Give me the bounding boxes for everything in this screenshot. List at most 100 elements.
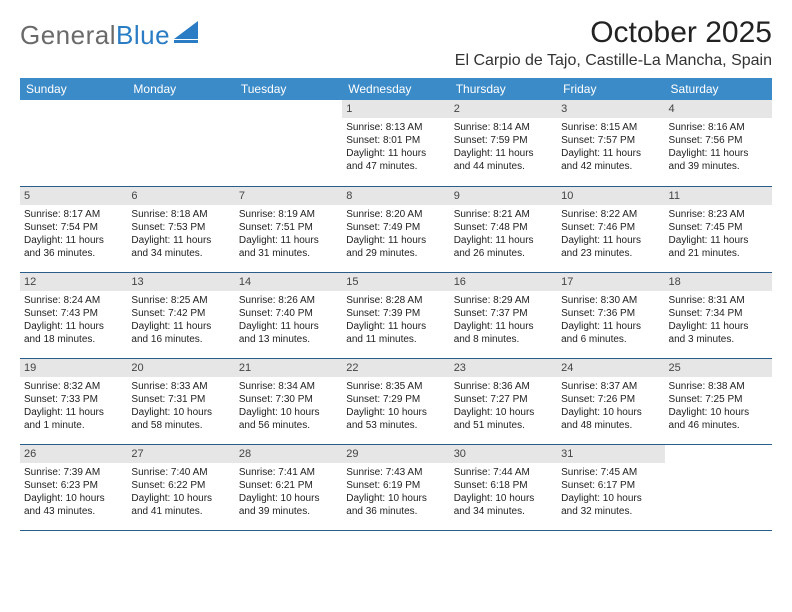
calendar-cell bbox=[127, 100, 234, 186]
day-number: 27 bbox=[127, 445, 234, 463]
cell-line-ss: Sunset: 7:25 PM bbox=[669, 393, 768, 406]
cell-line-dl1: Daylight: 11 hours bbox=[561, 234, 660, 247]
day-number: 13 bbox=[127, 273, 234, 291]
cell-line-ss: Sunset: 7:51 PM bbox=[239, 221, 338, 234]
cell-line-dl2: and 36 minutes. bbox=[24, 247, 123, 260]
cell-line-ss: Sunset: 6:21 PM bbox=[239, 479, 338, 492]
cell-line-sr: Sunrise: 8:29 AM bbox=[454, 294, 553, 307]
calendar-cell bbox=[665, 444, 772, 530]
cell-line-dl1: Daylight: 10 hours bbox=[346, 406, 445, 419]
cell-line-sr: Sunrise: 8:21 AM bbox=[454, 208, 553, 221]
cell-line-sr: Sunrise: 8:15 AM bbox=[561, 121, 660, 134]
day-header: Wednesday bbox=[342, 78, 449, 100]
cell-line-dl1: Daylight: 11 hours bbox=[669, 320, 768, 333]
cell-line-sr: Sunrise: 8:35 AM bbox=[346, 380, 445, 393]
day-number: 2 bbox=[450, 100, 557, 118]
header: GeneralBlue October 2025 El Carpio de Ta… bbox=[20, 16, 772, 70]
calendar-week-row: 26Sunrise: 7:39 AMSunset: 6:23 PMDayligh… bbox=[20, 444, 772, 530]
cell-line-dl1: Daylight: 11 hours bbox=[131, 234, 230, 247]
cell-line-dl1: Daylight: 10 hours bbox=[131, 406, 230, 419]
day-number: 28 bbox=[235, 445, 342, 463]
cell-line-sr: Sunrise: 8:18 AM bbox=[131, 208, 230, 221]
cell-line-dl2: and 26 minutes. bbox=[454, 247, 553, 260]
calendar-cell: 14 Sunrise: 8:26 AMSunset: 7:40 PMDayligh… bbox=[235, 272, 342, 358]
day-number: 5 bbox=[20, 187, 127, 205]
cell-line-sr: Sunrise: 8:36 AM bbox=[454, 380, 553, 393]
day-number: 21 bbox=[235, 359, 342, 377]
day-number: 16 bbox=[450, 273, 557, 291]
cell-line-ss: Sunset: 7:40 PM bbox=[239, 307, 338, 320]
cell-line-dl1: Daylight: 11 hours bbox=[24, 234, 123, 247]
day-number: 31 bbox=[557, 445, 664, 463]
cell-line-dl1: Daylight: 10 hours bbox=[24, 492, 123, 505]
day-number: 14 bbox=[235, 273, 342, 291]
cell-line-dl2: and 42 minutes. bbox=[561, 160, 660, 173]
cell-line-ss: Sunset: 7:57 PM bbox=[561, 134, 660, 147]
cell-line-ss: Sunset: 7:30 PM bbox=[239, 393, 338, 406]
cell-line-sr: Sunrise: 8:14 AM bbox=[454, 121, 553, 134]
cell-line-dl2: and 16 minutes. bbox=[131, 333, 230, 346]
logo: GeneralBlue bbox=[20, 20, 200, 51]
cell-line-ss: Sunset: 7:49 PM bbox=[346, 221, 445, 234]
cell-line-ss: Sunset: 7:48 PM bbox=[454, 221, 553, 234]
cell-line-sr: Sunrise: 8:26 AM bbox=[239, 294, 338, 307]
cell-line-ss: Sunset: 7:54 PM bbox=[24, 221, 123, 234]
cell-line-dl2: and 6 minutes. bbox=[561, 333, 660, 346]
day-number: 11 bbox=[665, 187, 772, 205]
cell-line-ss: Sunset: 6:17 PM bbox=[561, 479, 660, 492]
day-number-empty bbox=[20, 100, 127, 118]
cell-line-dl1: Daylight: 10 hours bbox=[346, 492, 445, 505]
calendar-cell: 21Sunrise: 8:34 AMSunset: 7:30 PMDayligh… bbox=[235, 358, 342, 444]
location: El Carpio de Tajo, Castille-La Mancha, S… bbox=[455, 52, 772, 70]
cell-line-ss: Sunset: 7:27 PM bbox=[454, 393, 553, 406]
cell-line-dl1: Daylight: 11 hours bbox=[239, 320, 338, 333]
cell-line-sr: Sunrise: 8:17 AM bbox=[24, 208, 123, 221]
cell-line-dl1: Daylight: 10 hours bbox=[561, 492, 660, 505]
cell-line-sr: Sunrise: 8:13 AM bbox=[346, 121, 445, 134]
cell-line-dl1: Daylight: 11 hours bbox=[454, 234, 553, 247]
cell-line-dl2: and 51 minutes. bbox=[454, 419, 553, 432]
cell-line-dl2: and 18 minutes. bbox=[24, 333, 123, 346]
cell-line-dl2: and 8 minutes. bbox=[454, 333, 553, 346]
cell-line-dl2: and 34 minutes. bbox=[454, 505, 553, 518]
cell-line-ss: Sunset: 7:45 PM bbox=[669, 221, 768, 234]
calendar-cell: 4Sunrise: 8:16 AMSunset: 7:56 PMDaylight… bbox=[665, 100, 772, 186]
calendar-cell: 22Sunrise: 8:35 AMSunset: 7:29 PMDayligh… bbox=[342, 358, 449, 444]
calendar-week-row: 1Sunrise: 8:13 AMSunset: 8:01 PMDaylight… bbox=[20, 100, 772, 186]
day-header: Friday bbox=[557, 78, 664, 100]
cell-line-dl1: Daylight: 11 hours bbox=[561, 320, 660, 333]
cell-line-ss: Sunset: 6:19 PM bbox=[346, 479, 445, 492]
cell-line-dl2: and 48 minutes. bbox=[561, 419, 660, 432]
cell-line-dl2: and 41 minutes. bbox=[131, 505, 230, 518]
cell-line-dl2: and 11 minutes. bbox=[346, 333, 445, 346]
day-number: 29 bbox=[342, 445, 449, 463]
cell-line-dl2: and 39 minutes. bbox=[669, 160, 768, 173]
cell-line-sr: Sunrise: 8:37 AM bbox=[561, 380, 660, 393]
cell-line-ss: Sunset: 7:37 PM bbox=[454, 307, 553, 320]
cell-line-sr: Sunrise: 8:20 AM bbox=[346, 208, 445, 221]
day-number: 20 bbox=[127, 359, 234, 377]
cell-line-dl2: and 32 minutes. bbox=[561, 505, 660, 518]
day-number: 4 bbox=[665, 100, 772, 118]
day-number: 9 bbox=[450, 187, 557, 205]
calendar-week-row: 19Sunrise: 8:32 AMSunset: 7:33 PMDayligh… bbox=[20, 358, 772, 444]
calendar-cell: 28Sunrise: 7:41 AMSunset: 6:21 PMDayligh… bbox=[235, 444, 342, 530]
calendar-cell: 23Sunrise: 8:36 AMSunset: 7:27 PMDayligh… bbox=[450, 358, 557, 444]
cell-line-sr: Sunrise: 7:44 AM bbox=[454, 466, 553, 479]
cell-line-sr: Sunrise: 8:16 AM bbox=[669, 121, 768, 134]
calendar-header-row: SundayMondayTuesdayWednesdayThursdayFrid… bbox=[20, 78, 772, 100]
cell-line-dl2: and 56 minutes. bbox=[239, 419, 338, 432]
cell-line-sr: Sunrise: 8:32 AM bbox=[24, 380, 123, 393]
calendar-cell bbox=[20, 100, 127, 186]
cell-line-ss: Sunset: 7:33 PM bbox=[24, 393, 123, 406]
cell-line-sr: Sunrise: 8:38 AM bbox=[669, 380, 768, 393]
calendar-cell: 27Sunrise: 7:40 AMSunset: 6:22 PMDayligh… bbox=[127, 444, 234, 530]
calendar-week-row: 12Sunrise: 8:24 AMSunset: 7:43 PMDayligh… bbox=[20, 272, 772, 358]
cell-line-dl1: Daylight: 11 hours bbox=[669, 147, 768, 160]
calendar-cell: 8Sunrise: 8:20 AMSunset: 7:49 PMDaylight… bbox=[342, 186, 449, 272]
cell-line-ss: Sunset: 7:36 PM bbox=[561, 307, 660, 320]
calendar-cell: 24Sunrise: 8:37 AMSunset: 7:26 PMDayligh… bbox=[557, 358, 664, 444]
cell-line-ss: Sunset: 6:18 PM bbox=[454, 479, 553, 492]
cell-line-dl1: Daylight: 10 hours bbox=[239, 492, 338, 505]
cell-line-dl1: Daylight: 11 hours bbox=[239, 234, 338, 247]
